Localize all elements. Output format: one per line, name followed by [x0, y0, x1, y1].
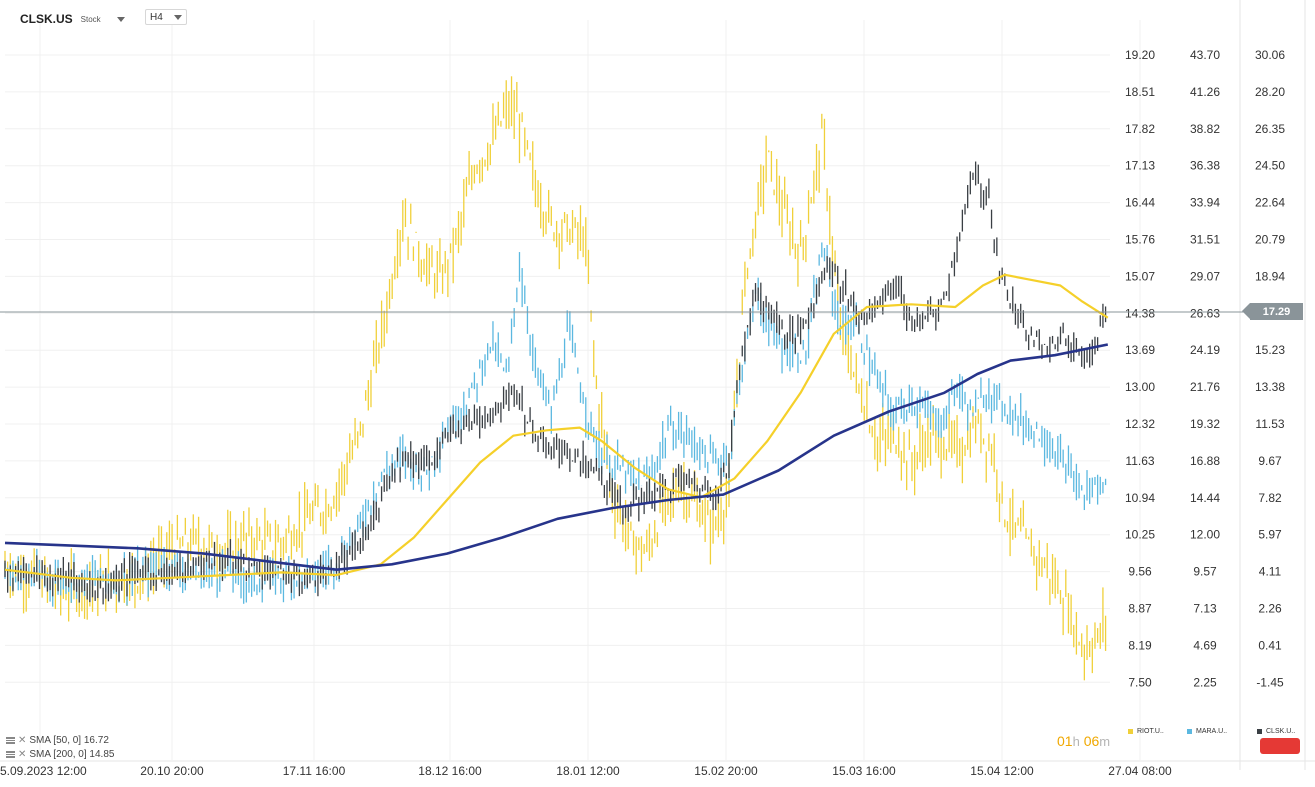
chevron-down-icon[interactable]	[116, 16, 125, 22]
y-tick-label: 16.88	[1190, 454, 1220, 468]
y-tick-label: 15.76	[1125, 233, 1155, 247]
symbol-selector[interactable]: CLSK.US Stock	[20, 10, 125, 28]
y-tick-label: 28.20	[1255, 85, 1285, 99]
indicator-sma-50: ✕ SMA [50, 0] 16.72	[6, 735, 109, 746]
y-tick-label: 9.56	[1128, 565, 1152, 579]
x-tick-label: 15.02 20:00	[694, 764, 758, 778]
y-tick-label: 7.82	[1258, 491, 1282, 505]
y-tick-label: 30.06	[1255, 48, 1285, 62]
y-tick-label: 26.63	[1190, 306, 1220, 320]
x-tick-label: 25.09.2023 12:00	[0, 764, 87, 778]
sma-50-line	[4, 273, 1109, 582]
legend-label: MARA.U..	[1196, 728, 1228, 735]
timer-minutes-unit: m	[1099, 734, 1111, 749]
menu-icon[interactable]	[6, 751, 15, 758]
timeframe-value: H4	[150, 11, 163, 23]
legend-swatch	[1128, 729, 1133, 734]
y-tick-label: 43.70	[1190, 48, 1220, 62]
symbol-name: CLSK.US	[20, 12, 73, 26]
y-tick-label: 8.87	[1128, 602, 1152, 616]
y-tick-label: 31.51	[1190, 233, 1220, 247]
legend-item-clsk[interactable]: CLSK.U..	[1257, 728, 1295, 735]
x-tick-label: 20.10 20:00	[140, 764, 204, 778]
y-tick-label: 17.13	[1125, 159, 1155, 173]
timer-minutes: 06	[1083, 733, 1100, 749]
candle-countdown: 01h 06m	[1057, 733, 1110, 749]
close-icon[interactable]: ✕	[18, 735, 27, 746]
legend-swatch	[1187, 729, 1192, 734]
y-tick-label: 9.57	[1193, 565, 1217, 579]
y-tick-label: 41.26	[1190, 85, 1220, 99]
chevron-down-icon[interactable]	[174, 15, 182, 20]
indicator-label: SMA [200, 0] 14.85	[29, 749, 115, 760]
series-riotu-bars	[4, 76, 1107, 681]
y-tick-label: 36.38	[1190, 159, 1220, 173]
y-tick-label: -1.45	[1256, 675, 1284, 689]
legend-item-mara[interactable]: MARA.U..	[1187, 728, 1227, 735]
y-tick-label: 19.20	[1125, 48, 1155, 62]
timer-hours: 01	[1057, 733, 1073, 749]
y-tick-label: 15.07	[1125, 269, 1155, 283]
y-tick-label: 18.51	[1125, 85, 1155, 99]
x-tick-label: 18.12 16:00	[418, 764, 482, 778]
y-tick-label: 22.64	[1255, 196, 1285, 210]
y-tick-label: 11.53	[1255, 417, 1284, 431]
legend-item-riot[interactable]: RIOT.U..	[1128, 728, 1164, 735]
x-tick-label: 15.03 16:00	[832, 764, 896, 778]
y-tick-label: 14.44	[1190, 491, 1220, 505]
y-tick-label: 16.44	[1125, 196, 1155, 210]
indicator-label: SMA [50, 0] 16.72	[29, 735, 109, 746]
y-tick-label: 24.50	[1255, 159, 1285, 173]
y-tick-label: 14.38	[1125, 306, 1155, 320]
y-tick-label: 12.00	[1190, 528, 1220, 542]
y-tick-label: 2.25	[1193, 675, 1217, 689]
indicator-sma-200: ✕ SMA [200, 0] 14.85	[6, 749, 114, 760]
y-tick-label: 26.35	[1255, 122, 1285, 136]
y-tick-label: 2.26	[1258, 602, 1282, 616]
y-tick-label: 24.19	[1190, 343, 1220, 357]
y-tick-label: 13.00	[1125, 380, 1155, 394]
y-tick-label: 19.32	[1190, 417, 1220, 431]
y-tick-label: 10.94	[1125, 491, 1155, 505]
y-tick-label: 7.13	[1193, 602, 1217, 616]
y-tick-label: 12.32	[1125, 417, 1155, 431]
y-tick-label: 4.11	[1259, 565, 1282, 579]
y-tick-label: 20.79	[1255, 233, 1285, 247]
y-tick-label: 13.38	[1255, 380, 1285, 394]
x-tick-label: 17.11 16:00	[283, 764, 346, 778]
y-tick-label: 17.82	[1125, 122, 1155, 136]
legend-swatch	[1257, 729, 1262, 734]
y-tick-label: 9.67	[1258, 454, 1282, 468]
x-tick-label: 15.04 12:00	[970, 764, 1034, 778]
y-tick-label: 13.69	[1125, 343, 1155, 357]
y-tick-label: 38.82	[1190, 122, 1220, 136]
y-tick-label: 29.07	[1190, 269, 1220, 283]
y-tick-label: 0.41	[1258, 638, 1282, 652]
y-tick-label: 18.94	[1255, 269, 1285, 283]
y-tick-label: 8.19	[1128, 638, 1152, 652]
current-price-tag: 17.29	[1242, 303, 1303, 320]
legend-label: CLSK.U..	[1266, 728, 1296, 735]
legend-label: RIOT.U..	[1137, 728, 1164, 735]
timer-hours-unit: h	[1072, 734, 1080, 749]
y-tick-label: 10.25	[1125, 528, 1155, 542]
close-icon[interactable]: ✕	[18, 749, 27, 760]
x-tick-label: 18.01 12:00	[556, 764, 620, 778]
y-tick-label: 15.23	[1255, 343, 1285, 357]
x-tick-label: 27.04 08:00	[1108, 764, 1172, 778]
y-tick-label: 4.69	[1193, 638, 1217, 652]
symbol-type: Stock	[80, 14, 101, 24]
sell-button[interactable]	[1260, 738, 1300, 754]
series-clsku-bars	[4, 161, 1107, 605]
y-tick-label: 21.76	[1190, 380, 1220, 394]
y-tick-label: 33.94	[1190, 196, 1220, 210]
menu-icon[interactable]	[6, 737, 15, 744]
y-tick-label: 11.63	[1125, 454, 1154, 468]
timeframe-select[interactable]: H4	[145, 9, 187, 25]
sma-200-line	[4, 343, 1109, 571]
y-tick-label: 7.50	[1128, 675, 1152, 689]
y-tick-label: 5.97	[1258, 528, 1282, 542]
